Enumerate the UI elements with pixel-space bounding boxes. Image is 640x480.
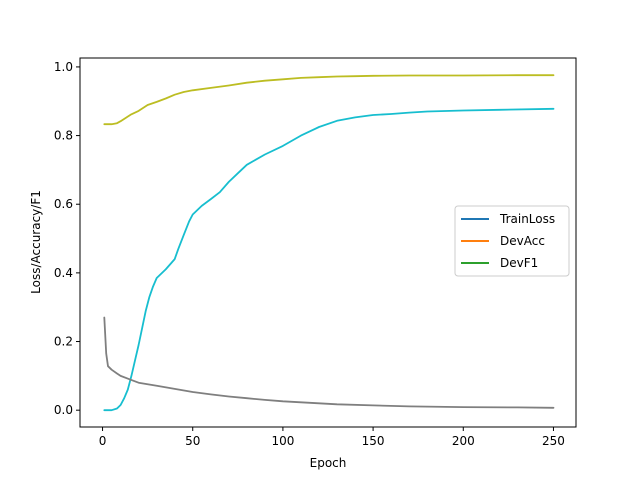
- y-axis-ticks: 0.0 0.2 0.4 0.6 0.8 1.0: [54, 60, 80, 417]
- y-axis-label: Loss/Accuracy/F1: [29, 190, 43, 294]
- x-tick-label: 0: [99, 434, 107, 448]
- series-layer: [103, 74, 555, 412]
- legend-label: DevF1: [500, 256, 538, 270]
- series-line-3: [103, 316, 555, 409]
- x-tick-label: 250: [542, 434, 565, 448]
- x-tick-label: 100: [271, 434, 294, 448]
- x-tick-label: 50: [185, 434, 200, 448]
- y-tick-label: 0.0: [54, 403, 73, 417]
- series-line-1: [103, 74, 555, 126]
- legend-label: TrainLoss: [499, 212, 555, 226]
- y-tick-label: 0.2: [54, 335, 73, 349]
- legend-box: [454, 205, 570, 277]
- x-axis-ticks: 0 50 100 150 200 250: [99, 427, 565, 448]
- y-tick-label: 0.4: [54, 266, 73, 280]
- plot-frame: [79, 57, 577, 428]
- y-tick-label: 1.0: [54, 60, 73, 74]
- x-axis-label: Epoch: [310, 456, 347, 470]
- x-tick-label: 150: [362, 434, 385, 448]
- series-line-2: [103, 107, 555, 412]
- x-tick-label: 200: [452, 434, 475, 448]
- legend-label: DevAcc: [500, 234, 545, 248]
- legend: TrainLoss DevAcc DevF1: [454, 205, 570, 277]
- y-tick-label: 0.8: [54, 129, 73, 143]
- y-tick-label: 0.6: [54, 197, 73, 211]
